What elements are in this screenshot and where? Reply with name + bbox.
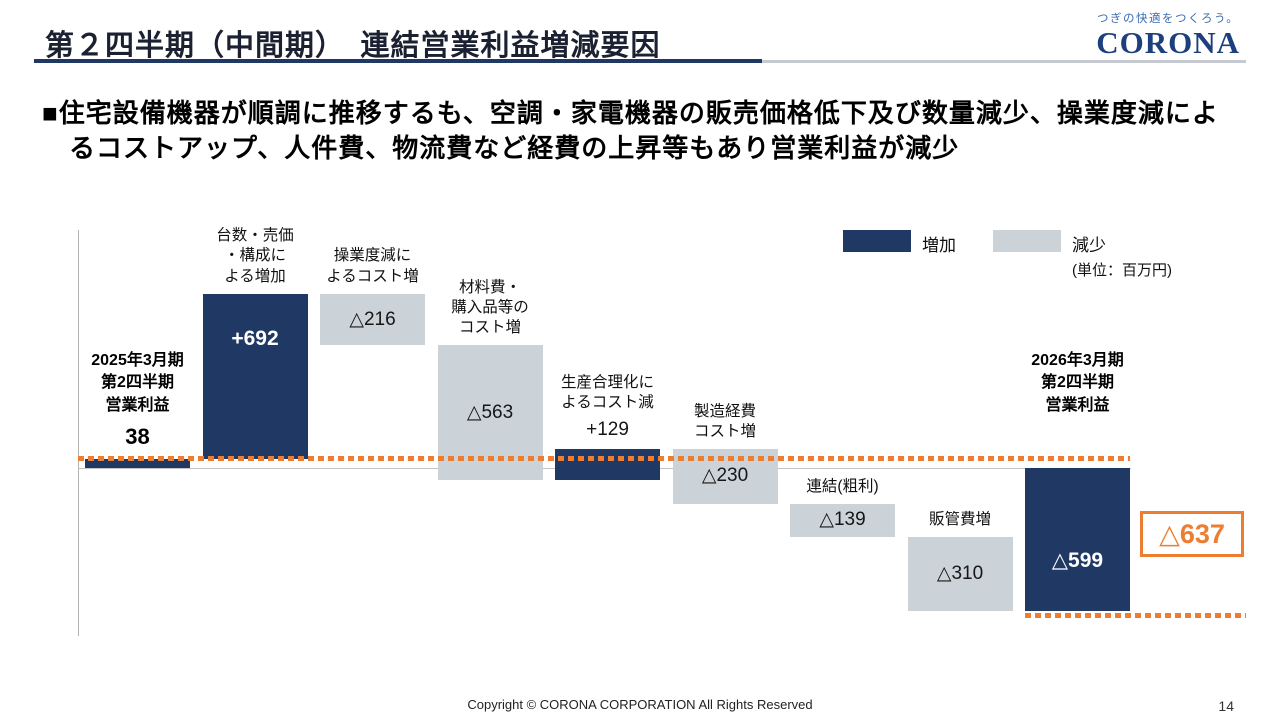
legend-increase-swatch bbox=[843, 230, 911, 252]
start-level-dotted-line bbox=[78, 456, 1130, 461]
bar-layer: 2025年3月期 第2四半期 営業利益 38 台数・売価 ・構成に よる増加 +692 操業度減… bbox=[78, 227, 1246, 638]
page-number: 14 bbox=[1218, 698, 1234, 714]
summary-line-1: ■住宅設備機器が順調に推移するも、空調・家電機器の販売価格低下及び数量減少、操業… bbox=[42, 98, 1219, 128]
end-level-dotted-line bbox=[1025, 613, 1246, 618]
header-divider bbox=[34, 59, 1246, 63]
bar-value-8: △599 bbox=[1051, 549, 1104, 573]
legend-decrease-label: 減少 bbox=[1072, 236, 1106, 255]
bar-value-1: +692 bbox=[231, 326, 279, 350]
total-change-value: △637 bbox=[1159, 518, 1225, 549]
waterfall-bar-6 bbox=[790, 503, 895, 537]
bar-value-0: 38 bbox=[125, 424, 150, 449]
waterfall-bar-8 bbox=[1025, 468, 1130, 611]
waterfall-bar-7 bbox=[907, 536, 1013, 611]
bar-value-7: △310 bbox=[936, 562, 984, 584]
copyright: Copyright © CORONA CORPORATION All Right… bbox=[467, 697, 813, 712]
bar-label-4: 生産合理化に よるコスト減 bbox=[560, 373, 654, 411]
bar-label-1: 台数・売価 ・構成に よる増加 bbox=[216, 227, 294, 285]
summary-line-2: るコストアップ、人件費、物流費など経費の上昇等もあり営業利益が減少 bbox=[69, 133, 960, 164]
corona-logo: つぎの快適をつくろう。 CORONA bbox=[1096, 10, 1240, 60]
waterfall-chart: 増加 減少 (単位：百万円) 2025年3月期 第2四半期 営業利益 38 台数・売価・… bbox=[78, 227, 1246, 638]
bar-value-5: △230 bbox=[701, 465, 749, 487]
bar-label-8: 2026年3月期 第2四半期 営業利益 bbox=[1031, 352, 1124, 414]
logo-brand: CORONA bbox=[1096, 25, 1240, 60]
waterfall-bar-4 bbox=[555, 448, 660, 480]
waterfall-bar-1 bbox=[202, 293, 308, 459]
waterfall-bar-2 bbox=[320, 293, 425, 346]
bar-label-3: 材料費・ 購入品等の コスト増 bbox=[451, 278, 529, 337]
logo-tagline: つぎの快適をつくろう。 bbox=[1096, 13, 1240, 25]
bar-value-4: +129 bbox=[586, 418, 629, 440]
summary-text: ■住宅設備機器が順調に推移するも、空調・家電機器の販売価格低下及び数量減少、操業… bbox=[42, 96, 1247, 166]
legend-decrease-swatch bbox=[993, 230, 1061, 252]
bar-value-2: △216 bbox=[349, 308, 396, 330]
bar-label-5: 製造経費 コスト増 bbox=[693, 402, 756, 440]
bar-value-3: △563 bbox=[466, 401, 514, 423]
unit-note: (単位：百万円) bbox=[1072, 262, 1172, 279]
waterfall-bar-0 bbox=[85, 458, 190, 468]
bar-label-6: 連結(粗利) bbox=[806, 477, 879, 495]
header-divider-accent bbox=[34, 59, 762, 63]
bar-value-6: △139 bbox=[819, 509, 866, 531]
bar-label-7: 販管費増 bbox=[928, 510, 991, 528]
bar-label-0: 2025年3月期 第2四半期 営業利益 bbox=[91, 352, 184, 414]
total-change-box: △637 bbox=[1140, 511, 1244, 557]
legend-increase-label: 増加 bbox=[922, 236, 956, 255]
bar-label-2: 操業度減に よるコスト増 bbox=[326, 247, 419, 285]
page-title: 第２四半期（中間期） 連結営業利益増減要因 bbox=[45, 30, 661, 62]
y-axis-line bbox=[78, 230, 79, 636]
